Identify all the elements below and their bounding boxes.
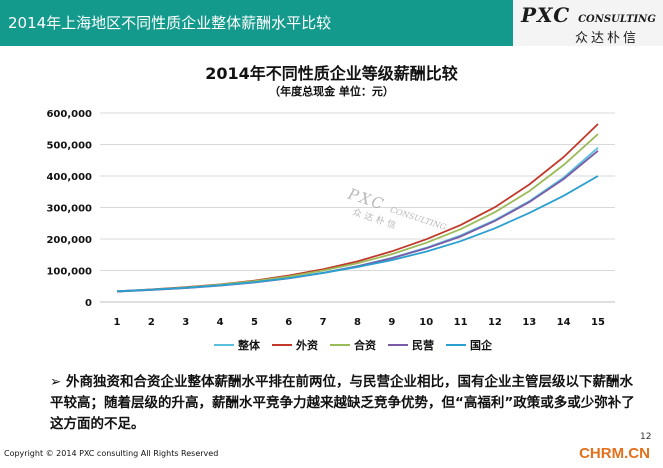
chart-subtitle: （年度总现金 单位：元） <box>269 85 394 98</box>
x-tick-label: 7 <box>320 317 327 328</box>
legend-label: 民营 <box>412 338 434 352</box>
x-tick-label: 6 <box>285 317 292 328</box>
copyright-notice: Copyright © 2014 PXC consulting All Righ… <box>4 449 219 458</box>
x-tick-label: 4 <box>217 317 224 328</box>
y-tick-label: 100,000 <box>46 267 92 278</box>
company-logo: PXC CONSULTING 众达朴信 <box>513 0 663 46</box>
x-tick-label: 8 <box>354 317 361 328</box>
series-line <box>116 147 599 293</box>
legend-label: 合资 <box>354 338 376 352</box>
x-tick-label: 3 <box>182 317 189 328</box>
y-tick-label: 500,000 <box>46 141 92 152</box>
page-number: 12 <box>640 432 652 442</box>
series-line <box>116 175 599 293</box>
x-tick-label: 5 <box>251 317 258 328</box>
page-title: 2014年上海地区不同性质企业整体薪酬水平比较 <box>8 14 332 32</box>
x-tick-label: 10 <box>419 317 433 328</box>
y-tick-label: 200,000 <box>46 235 92 246</box>
x-tick-label: 15 <box>591 317 605 328</box>
x-tick-label: 2 <box>148 317 155 328</box>
y-tick-label: 0 <box>85 298 92 309</box>
y-tick-label: 400,000 <box>46 172 92 183</box>
summary-body: 外商独资和合资企业整体薪酬水平排在前两位，与民营企业相比，国有企业主管层级以下薪… <box>50 374 635 432</box>
chart-title: 2014年不同性质企业等级薪酬比较 <box>205 64 458 83</box>
y-tick-label: 600,000 <box>46 109 92 120</box>
series-line <box>116 133 599 293</box>
bullet-arrow-icon: ➢ <box>50 374 62 390</box>
salary-line-chart: 0 100,000 200,000 300,000 400,000 500,000 600,… <box>46 109 615 352</box>
x-tick-label: 14 <box>557 317 571 328</box>
site-watermark: CHRM.CN <box>566 440 663 468</box>
summary-text: ➢ 外商独资和合资企业整体薪酬水平排在前两位，与民营企业相比，国有企业主管层级以… <box>50 372 640 435</box>
x-tick-label: 9 <box>388 317 395 328</box>
legend-label: 外资 <box>295 338 318 352</box>
legend-label: 国企 <box>470 338 493 352</box>
x-tick-label: 1 <box>114 317 121 328</box>
x-tick-label: 12 <box>488 317 502 328</box>
x-tick-label: 11 <box>454 317 468 328</box>
legend-label: 整体 <box>237 338 261 352</box>
logo-suffix: CONSULTING <box>578 14 656 25</box>
x-tick-label: 13 <box>522 317 536 328</box>
header-bar: 2014年上海地区不同性质企业整体薪酬水平比较 PXC CONSULTING 众… <box>0 0 663 46</box>
y-tick-label: 300,000 <box>46 204 92 215</box>
logo-chinese-name: 众达朴信 <box>575 31 640 46</box>
logo-text: PXC <box>521 3 571 27</box>
